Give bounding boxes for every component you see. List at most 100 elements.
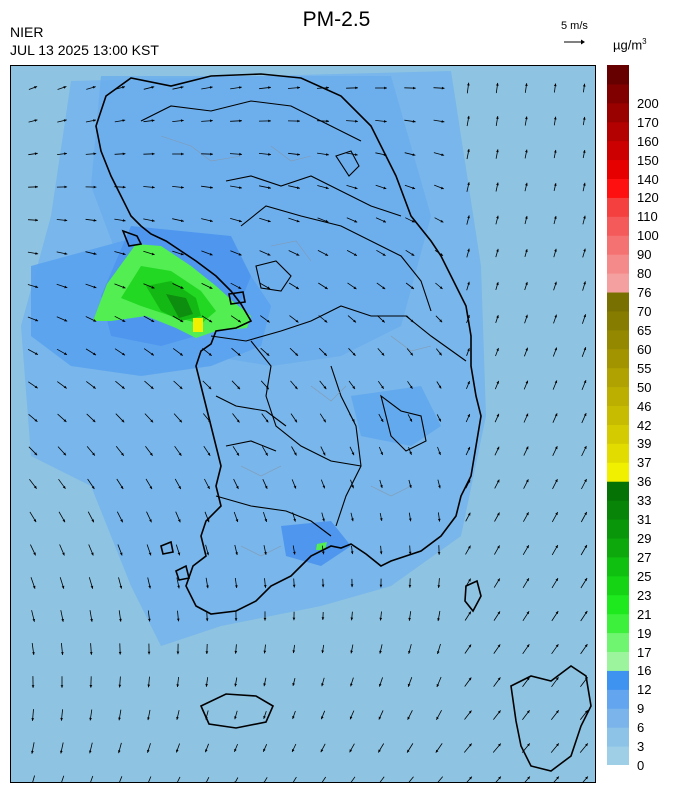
legend-swatch <box>607 462 629 482</box>
wind-arrowhead-icon <box>210 186 213 189</box>
wind-arrowhead-icon <box>496 215 499 219</box>
wind-arrowhead-icon <box>410 319 414 323</box>
wind-arrowhead-icon <box>151 352 154 356</box>
wind-arrowhead-icon <box>525 182 528 186</box>
wind-arrowhead-icon <box>584 446 587 449</box>
pm25-map[interactable] <box>10 65 596 783</box>
legend-swatch <box>607 594 629 615</box>
wind-arrowhead-icon <box>325 219 329 223</box>
legend-swatch <box>607 348 629 369</box>
legend-swatch <box>607 500 629 520</box>
wind-arrowhead-icon <box>384 86 387 90</box>
wind-arrowhead-icon <box>321 617 325 620</box>
legend-swatch <box>607 670 629 690</box>
wind-arrowhead-icon <box>93 119 96 122</box>
wind-arrowhead-icon <box>292 650 296 654</box>
legend-swatch <box>607 121 629 142</box>
legend-tick-label: 0 <box>637 758 645 773</box>
wind-arrowhead-icon <box>380 452 383 455</box>
wind-arrowhead-icon <box>321 716 324 720</box>
wind-arrowhead-icon <box>383 219 386 223</box>
wind-arrowhead-icon <box>297 119 300 123</box>
wind-arrowhead-icon <box>440 219 444 223</box>
legend-swatch <box>607 689 629 709</box>
wind-arrowhead-icon <box>355 119 358 123</box>
wind-arrowhead-icon <box>296 186 300 190</box>
wind-arrowhead-icon <box>34 419 38 422</box>
wind-arrowhead-icon <box>151 86 155 89</box>
wind-arrowhead-icon <box>381 385 384 389</box>
wind-arrowhead-icon <box>296 219 300 223</box>
wind-arrowhead-icon <box>413 86 416 90</box>
wind-arrowhead-icon <box>467 182 470 186</box>
wind-arrowhead-icon <box>409 451 412 455</box>
legend-tick-label: 19 <box>637 625 652 641</box>
legend-swatch <box>607 310 629 331</box>
wind-arrowhead-icon <box>525 282 528 285</box>
wind-arrowhead-icon <box>177 552 181 556</box>
wind-arrowhead-icon <box>180 219 184 222</box>
wind-arrowhead-icon <box>93 319 97 322</box>
wind-arrowhead-icon <box>264 485 268 489</box>
wind-arrow-icon <box>263 777 268 782</box>
legend-tick-label: 150 <box>637 152 659 168</box>
wind-arrowhead-icon <box>147 684 151 688</box>
wind-arrowhead-icon <box>526 545 529 549</box>
wind-arrowhead-icon <box>437 651 440 654</box>
concentration-field <box>21 71 486 646</box>
wind-arrowhead-icon <box>119 618 122 622</box>
wind-arrowhead-icon <box>525 479 529 483</box>
wind-arrowhead-icon <box>34 352 38 355</box>
wind-arrowhead-icon <box>468 677 472 681</box>
wind-arrowhead-icon <box>122 119 126 122</box>
wind-arrowhead-icon <box>496 479 500 483</box>
wind-arrowhead-icon <box>496 182 499 186</box>
legend-tick-label: 42 <box>637 417 652 433</box>
wind-arrowhead-icon <box>93 252 97 255</box>
wind-arrowhead-icon <box>468 545 471 549</box>
wind-arrowhead-icon <box>64 285 68 289</box>
legend-tick-label: 46 <box>637 398 652 414</box>
wind-arrowhead-icon <box>354 219 358 223</box>
wind-arrowhead-icon <box>35 218 38 222</box>
wind-arrowhead-icon <box>583 314 586 318</box>
wind-arrowhead-icon <box>383 186 387 190</box>
wind-arrowhead-icon <box>292 584 296 588</box>
map-canvas[interactable] <box>11 66 596 783</box>
wind-arrowhead-icon <box>325 186 329 190</box>
legend-swatch <box>607 481 629 501</box>
wind-arrow-icon <box>235 777 239 782</box>
wind-arrowhead-icon <box>205 651 209 654</box>
wind-arrowhead-icon <box>438 385 442 389</box>
wind-arrowhead-icon <box>151 152 155 156</box>
wind-arrowhead-icon <box>238 286 242 289</box>
wind-arrowhead-icon <box>266 319 270 323</box>
wind-arrowhead-icon <box>181 152 184 156</box>
map-title: PM-2.5 <box>302 8 371 31</box>
wind-arrowhead-icon <box>496 348 499 351</box>
legend-swatch <box>607 140 629 161</box>
wind-arrowhead-icon <box>555 644 559 648</box>
wind-arrowhead-icon <box>177 585 180 589</box>
wind-arrowhead-icon <box>467 446 470 450</box>
wind-arrowhead-icon <box>554 347 557 351</box>
wind-arrowhead-icon <box>93 219 97 222</box>
wind-arrowhead-icon <box>122 185 126 189</box>
wind-arrowhead-icon <box>262 781 264 782</box>
wind-arrowhead-icon <box>438 352 442 356</box>
wind-arrowhead-icon <box>467 82 470 86</box>
wind-arrow-icon <box>148 776 152 782</box>
wind-arrowhead-icon <box>583 182 586 186</box>
wind-arrowhead-icon <box>151 219 155 222</box>
legend-tick-label: 55 <box>637 360 652 376</box>
wind-arrowhead-icon <box>349 782 352 783</box>
wind-arrowhead-icon <box>350 584 354 588</box>
wind-arrowhead-icon <box>63 385 67 389</box>
wind-arrowhead-icon <box>236 452 239 456</box>
wind-arrowhead-icon <box>295 286 299 289</box>
wind-arrowhead-icon <box>236 485 239 489</box>
wind-arrow-icon <box>321 776 327 782</box>
wind-arrowhead-icon <box>62 552 65 556</box>
wind-arrowhead-icon <box>62 519 65 523</box>
wind-arrowhead-icon <box>149 519 152 523</box>
